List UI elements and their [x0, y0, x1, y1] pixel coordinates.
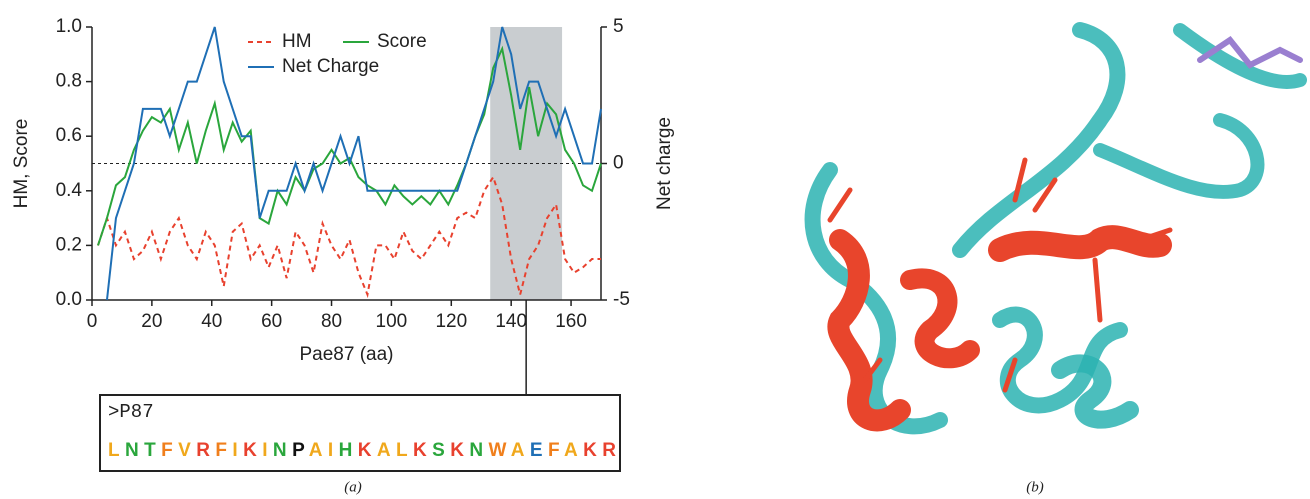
residue: R — [196, 440, 210, 461]
residue: N — [125, 440, 139, 461]
y2-tick-label: 0 — [613, 153, 624, 174]
y-axis-title: HM, Score — [11, 119, 32, 209]
ribbon — [1100, 120, 1257, 192]
residue: N — [273, 440, 287, 461]
helix — [910, 278, 970, 358]
y-tick-label: 0.2 — [56, 234, 82, 255]
residue: E — [530, 440, 543, 461]
residue: F — [215, 440, 227, 461]
residue: H — [339, 440, 353, 461]
residue: P — [292, 440, 305, 461]
residue: S — [432, 440, 445, 461]
caption: (b) — [1026, 479, 1044, 495]
residue: A — [564, 440, 578, 461]
x-tick-label: 100 — [376, 311, 408, 332]
residue: I — [262, 440, 267, 461]
residue: K — [583, 440, 597, 461]
y2-axis-title: Net charge — [654, 117, 675, 210]
residue: L — [396, 440, 408, 461]
residue: A — [377, 440, 391, 461]
figure: 0.0 0.2 0.4 0.6 0.8 1.0 -5 0 5 0 20 40 60 80 100 120 140… — [0, 0, 1310, 499]
y2-tick-label: -5 — [613, 289, 630, 310]
legend-label: HM — [282, 31, 312, 52]
x-tick-label: 120 — [435, 311, 467, 332]
residue: A — [309, 440, 323, 461]
x-tick-label: 0 — [87, 311, 98, 332]
x-tick-label: 40 — [201, 311, 222, 332]
residue: F — [548, 440, 559, 461]
x-axis-title: Pae87 (aa) — [299, 344, 393, 365]
residue: K — [358, 440, 372, 461]
residue: I — [328, 440, 333, 461]
helix — [1000, 237, 1160, 250]
ribbon — [813, 170, 940, 426]
residue: A — [511, 440, 525, 461]
x-tick-label: 140 — [495, 311, 527, 332]
x-tick-label: 80 — [321, 311, 342, 332]
residue: R — [602, 440, 616, 461]
legend-label: Score — [377, 31, 427, 52]
residue: K — [413, 440, 427, 461]
residue: L — [108, 440, 120, 461]
residue: I — [232, 440, 237, 461]
residue: W — [488, 440, 506, 461]
sequence-header: >P87 — [108, 401, 154, 423]
y-tick-label: 0.6 — [56, 125, 82, 146]
residue: F — [161, 440, 173, 461]
y2-tick-label: 5 — [613, 16, 624, 37]
x-tick-label: 160 — [555, 311, 587, 332]
y-tick-label: 0.8 — [56, 71, 82, 92]
residue: T — [144, 440, 156, 461]
ribbon — [960, 30, 1117, 250]
x-tick-label: 20 — [141, 311, 162, 332]
y-tick-label: 0.4 — [56, 180, 83, 201]
legend-label: Net Charge — [282, 56, 379, 77]
residue: K — [450, 440, 464, 461]
residue: N — [469, 440, 483, 461]
caption: (a) — [344, 479, 362, 495]
residue: V — [178, 440, 191, 461]
y-tick-label: 1.0 — [56, 16, 82, 37]
y-tick-label: 0.0 — [56, 289, 82, 310]
residue: K — [243, 440, 257, 461]
protein-structure — [813, 30, 1300, 426]
x-tick-label: 60 — [261, 311, 282, 332]
